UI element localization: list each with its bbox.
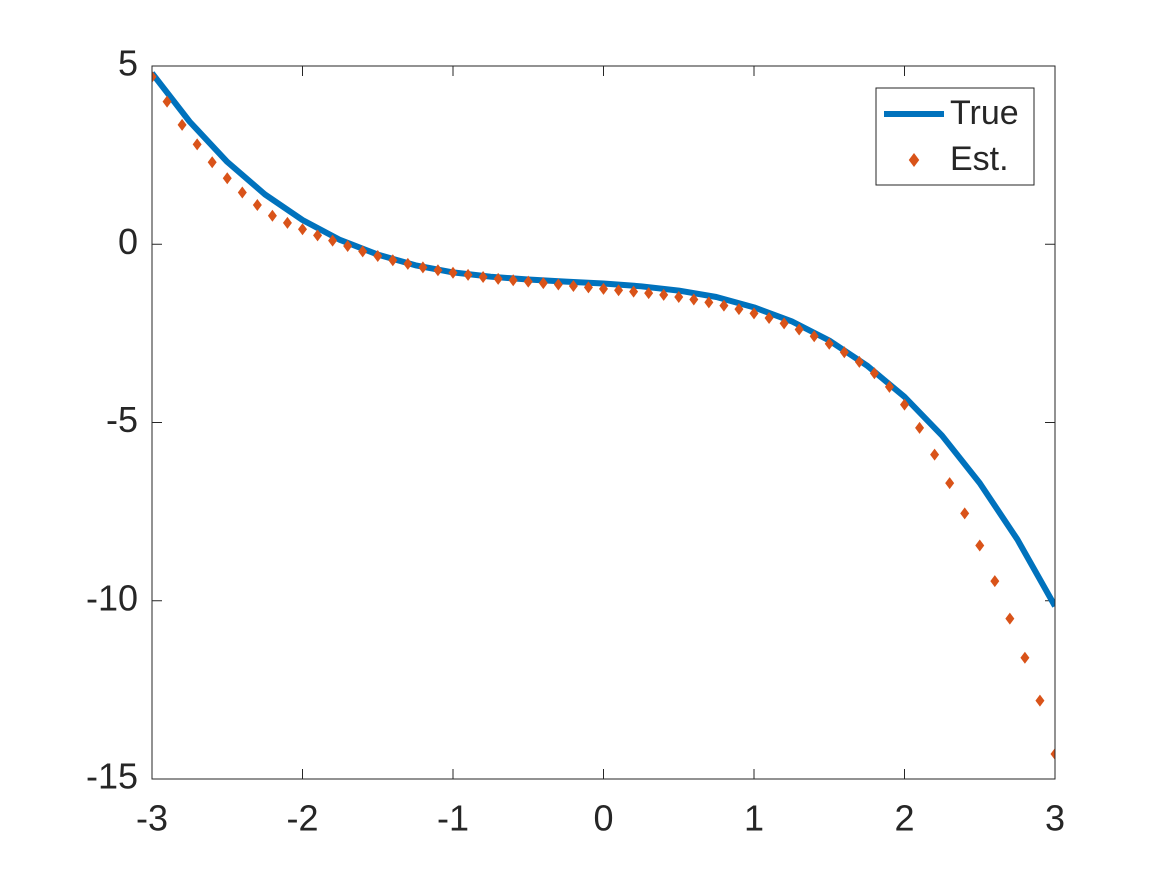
est-marker bbox=[298, 223, 307, 236]
est-marker bbox=[252, 199, 262, 212]
est-marker bbox=[689, 293, 699, 306]
est-marker bbox=[237, 186, 247, 199]
est-marker bbox=[538, 277, 548, 290]
est-marker bbox=[478, 271, 488, 284]
est-marker bbox=[794, 323, 804, 336]
x-tick-label: -3 bbox=[136, 798, 168, 839]
est-marker bbox=[704, 296, 714, 309]
est-marker bbox=[659, 288, 669, 301]
legend-label: True bbox=[950, 94, 1019, 132]
est-marker bbox=[267, 209, 277, 222]
est-marker bbox=[629, 285, 639, 298]
est-marker bbox=[930, 448, 940, 461]
y-tick-label: -5 bbox=[106, 399, 138, 440]
est-marker bbox=[523, 275, 533, 288]
plot-area bbox=[152, 70, 1055, 761]
est-marker bbox=[388, 254, 398, 267]
est-marker bbox=[1005, 612, 1015, 625]
est-marker bbox=[222, 172, 232, 185]
est-marker bbox=[343, 240, 353, 253]
est-marker bbox=[960, 507, 970, 520]
est-marker bbox=[508, 274, 518, 287]
legend-box bbox=[875, 87, 1035, 186]
x-tick-label: 2 bbox=[894, 798, 914, 839]
est-marker bbox=[328, 234, 338, 247]
est-marker bbox=[854, 355, 864, 368]
est-marker bbox=[614, 284, 624, 297]
est-marker bbox=[900, 398, 909, 411]
est-marker bbox=[915, 421, 925, 434]
est-marker bbox=[463, 268, 473, 281]
est-marker bbox=[583, 281, 593, 294]
est-marker bbox=[674, 291, 684, 304]
est-marker bbox=[1050, 748, 1055, 761]
est-marker bbox=[764, 312, 774, 325]
est-marker bbox=[568, 279, 578, 292]
est-marker bbox=[719, 299, 729, 312]
x-tick-label: 1 bbox=[744, 798, 764, 839]
est-marker bbox=[975, 539, 985, 552]
est-marker bbox=[162, 95, 172, 108]
est-marker bbox=[749, 307, 759, 320]
est-marker bbox=[869, 367, 879, 380]
est-marker bbox=[358, 245, 368, 258]
est-marker bbox=[809, 330, 819, 343]
est-marker bbox=[433, 264, 443, 277]
x-tick-label: -1 bbox=[437, 798, 469, 839]
est-marker bbox=[207, 156, 217, 169]
legend-swatch bbox=[908, 153, 920, 167]
est-marker bbox=[1035, 694, 1045, 707]
est-marker bbox=[884, 380, 894, 393]
est-marker bbox=[1020, 651, 1030, 664]
x-tick-label: -2 bbox=[286, 798, 318, 839]
est-marker bbox=[448, 266, 458, 279]
legend-label: Est. bbox=[950, 140, 1009, 178]
est-marker bbox=[779, 317, 789, 330]
est-marker bbox=[839, 346, 849, 359]
est-marker bbox=[152, 70, 157, 83]
est-marker bbox=[824, 337, 834, 350]
axes-box bbox=[151, 65, 1056, 780]
est-marker bbox=[493, 272, 503, 285]
est-marker bbox=[599, 282, 608, 295]
y-tick-label: -10 bbox=[86, 577, 138, 618]
est-marker bbox=[313, 229, 323, 242]
y-tick-label: -15 bbox=[86, 756, 138, 797]
est-marker bbox=[373, 250, 383, 263]
est-marker bbox=[192, 138, 202, 151]
x-tick-label: 3 bbox=[1045, 798, 1065, 839]
x-tick-label: 0 bbox=[593, 798, 613, 839]
est-marker bbox=[418, 261, 428, 274]
est-marker bbox=[553, 278, 563, 291]
est-marker bbox=[403, 257, 413, 270]
est-marker bbox=[945, 477, 955, 490]
y-tick-label: 5 bbox=[118, 43, 138, 84]
est-marker bbox=[282, 216, 292, 229]
est-marker bbox=[644, 287, 654, 300]
y-tick-label: 0 bbox=[118, 221, 138, 262]
est-marker bbox=[990, 575, 1000, 588]
est-marker bbox=[734, 303, 744, 316]
est-marker bbox=[177, 118, 187, 131]
